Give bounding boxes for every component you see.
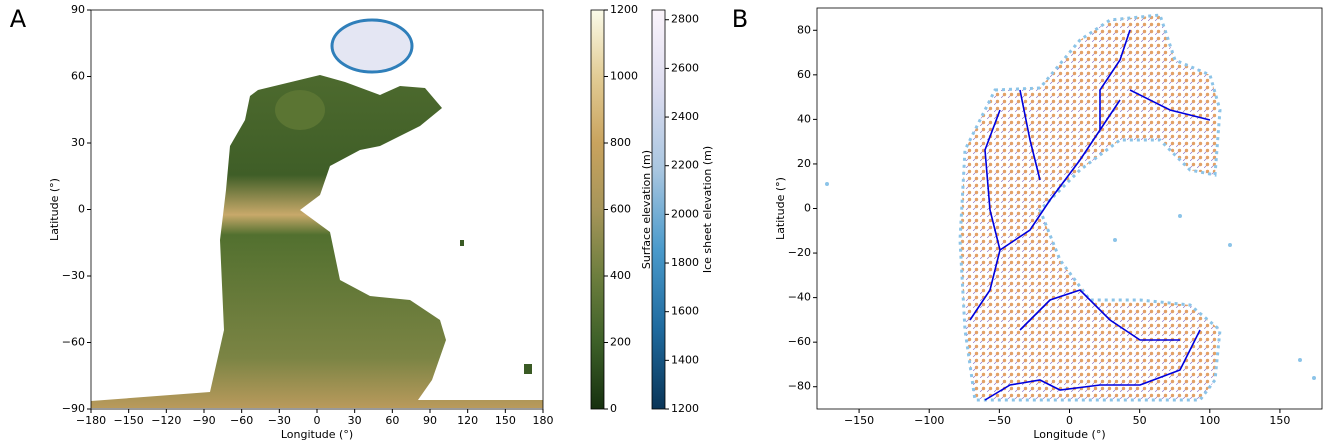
y-tick-label: −80: [788, 380, 811, 393]
y-tick-label: −90: [62, 402, 85, 415]
colorbar-tick-label: 1600: [671, 305, 699, 318]
colorbar-tick-label: 2800: [671, 13, 699, 26]
colorbar-tick-label: 600: [610, 203, 631, 216]
colorbar-tick-label: 1400: [671, 353, 699, 366]
x-axis-label: Longitude (°): [281, 428, 353, 441]
x-tick-label: −100: [914, 414, 944, 427]
x-tick-label: −30: [268, 414, 291, 427]
panel-label: B: [732, 5, 748, 33]
y-tick-label: −40: [788, 291, 811, 304]
colorbar-label: Surface elevation (m): [640, 150, 653, 269]
y-tick-label: 60: [797, 68, 811, 81]
x-tick-label: 180: [533, 414, 554, 427]
x-tick-label: 30: [348, 414, 362, 427]
x-tick-label: −120: [151, 414, 181, 427]
x-tick-label: 150: [1269, 414, 1290, 427]
colorbar-tick-label: 1200: [610, 3, 638, 16]
x-tick-label: 150: [495, 414, 516, 427]
colorbar-tick-label: 1200: [671, 402, 699, 415]
x-tick-label: −60: [230, 414, 253, 427]
colorbar-tick-label: 1800: [671, 256, 699, 269]
colorbar-tick-label: 2600: [671, 61, 699, 74]
y-tick-label: 80: [797, 23, 811, 36]
x-tick-label: −50: [988, 414, 1011, 427]
colorbar-tick-label: 200: [610, 336, 631, 349]
x-tick-label: 50: [1133, 414, 1147, 427]
x-tick-label: −150: [844, 414, 874, 427]
y-tick-label: −60: [62, 336, 85, 349]
y-tick-label: 40: [797, 112, 811, 125]
x-tick-label: 0: [314, 414, 321, 427]
colorbar-tick-label: 400: [610, 269, 631, 282]
colorbar-tick-label: 2000: [671, 207, 699, 220]
colorbar-label: Ice sheet elevation (m): [701, 146, 714, 273]
x-tick-label: 0: [1066, 414, 1073, 427]
x-tick-label: −90: [192, 414, 215, 427]
x-axis-label: Longitude (°): [1033, 428, 1105, 441]
x-tick-label: 120: [457, 414, 478, 427]
x-tick-label: −180: [76, 414, 106, 427]
river-network: [825, 13, 1316, 402]
x-tick-label: 90: [423, 414, 437, 427]
y-tick-label: 30: [71, 136, 85, 149]
y-tick-label: 0: [78, 203, 85, 216]
colorbar: [590, 9, 605, 410]
colorbar-tick-label: 2400: [671, 110, 699, 123]
colorbar: [651, 9, 666, 410]
map-land: [91, 18, 543, 408]
y-tick-label: 0: [804, 202, 811, 215]
y-tick-label: −60: [788, 335, 811, 348]
colorbar-tick-label: 2200: [671, 159, 699, 172]
x-tick-label: 60: [385, 414, 399, 427]
y-tick-label: 60: [71, 70, 85, 83]
y-tick-label: −30: [62, 269, 85, 282]
x-tick-label: −150: [114, 414, 144, 427]
y-tick-label: 90: [71, 3, 85, 16]
x-tick-label: 100: [1199, 414, 1220, 427]
colorbar-tick-label: 0: [610, 402, 617, 415]
y-axis-label: Latitude (°): [48, 178, 61, 241]
y-tick-label: 20: [797, 157, 811, 170]
y-axis-label: Latitude (°): [774, 177, 787, 240]
colorbar-tick-label: 800: [610, 136, 631, 149]
panel-label: A: [10, 5, 27, 33]
colorbar-tick-label: 1000: [610, 70, 638, 83]
y-tick-label: −20: [788, 246, 811, 259]
